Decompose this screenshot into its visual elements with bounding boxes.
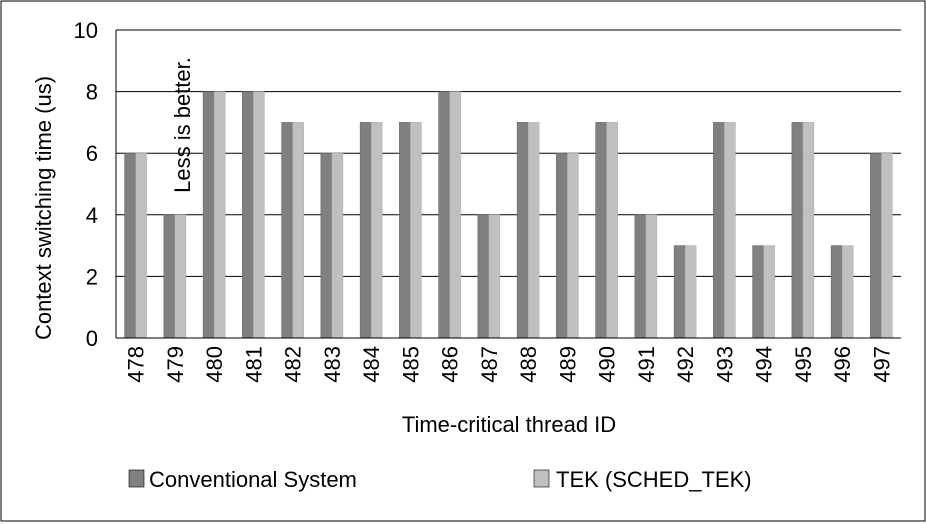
y-tick-label: 0: [86, 326, 98, 351]
x-tick-label: 491: [634, 346, 659, 383]
x-tick-label: 484: [359, 346, 384, 383]
bar-conventional-system-494: [752, 245, 764, 339]
bar-tek-496: [841, 245, 854, 339]
bar-tek-492: [684, 245, 697, 339]
bar-conventional-system-495: [791, 122, 804, 339]
x-tick-label: 483: [320, 346, 345, 383]
bar-conventional-system-482: [281, 122, 293, 339]
bar-conventional-system-480: [202, 91, 215, 339]
legend-swatch-conventional-system: [128, 469, 145, 488]
bar-conventional-system-483: [320, 152, 333, 339]
bar-tek-488: [527, 122, 540, 339]
y-tick-label: 8: [86, 80, 98, 105]
bar-conventional-system-481: [242, 91, 254, 339]
bar-tek-481: [253, 91, 265, 339]
x-tick-label: 480: [202, 346, 227, 383]
bar-conventional-system-478: [124, 152, 136, 339]
x-tick-label: 497: [869, 346, 894, 383]
legend-label-tek: TEK (SCHED_TEK): [556, 467, 752, 492]
x-tick-label: 487: [477, 346, 502, 383]
y-tick-label: 6: [86, 141, 98, 166]
bar-conventional-system-491: [634, 214, 647, 339]
bar-tek-480: [213, 91, 226, 339]
bar-conventional-system-492: [673, 245, 686, 339]
bar-conventional-system-488: [516, 122, 529, 339]
legend-label-conventional-system: Conventional System: [149, 467, 357, 492]
bars: [124, 91, 893, 339]
bar-tek-490: [606, 122, 618, 339]
bar-conventional-system-484: [359, 122, 372, 339]
annotation-less-is-better: Less is better.: [170, 57, 195, 193]
bar-conventional-system-489: [556, 152, 568, 339]
legend: Conventional System TEK (SCHED_TEK): [128, 467, 752, 492]
x-axis-title: Time-critical thread ID: [402, 412, 616, 437]
x-tick-label: 494: [752, 346, 777, 383]
x-tick-label: 496: [830, 346, 855, 383]
y-tick-label: 10: [74, 18, 98, 43]
x-tick-label: 490: [595, 346, 620, 383]
bar-conventional-system-485: [399, 122, 411, 339]
bar-tek-486: [449, 91, 461, 339]
bar-tek-491: [645, 214, 658, 339]
bar-conventional-system-490: [595, 122, 607, 339]
bar-conventional-system-486: [438, 91, 450, 339]
x-tick-labels: 478 479 480 481 482 483 484 485 486 487 488 489 490 4…: [124, 346, 895, 383]
bar-tek-487: [488, 214, 501, 339]
bar-conventional-system-479: [163, 214, 176, 339]
bar-tek-494: [763, 245, 775, 339]
bar-conventional-system-487: [477, 214, 490, 339]
x-tick-label: 488: [516, 346, 541, 383]
y-tick-label: 2: [86, 264, 98, 289]
x-tick-label: 479: [163, 346, 188, 383]
bar-tek-483: [331, 152, 344, 339]
bar-tek-495: [802, 122, 815, 339]
bar-tek-493: [724, 122, 736, 339]
x-tick-label: 489: [555, 346, 580, 383]
x-tick-label: 486: [438, 346, 463, 383]
bar-conventional-system-496: [830, 245, 843, 339]
x-tick-label: 495: [791, 346, 816, 383]
y-axis-title: Context switching time (us): [31, 76, 56, 340]
x-tick-label: 492: [673, 346, 698, 383]
legend-swatch-tek: [533, 469, 550, 488]
x-tick-label: 493: [712, 346, 737, 383]
x-tick-label: 478: [124, 346, 149, 383]
bar-tek-479: [174, 214, 187, 339]
bar-conventional-system-493: [713, 122, 725, 339]
bar-tek-482: [292, 122, 304, 339]
y-tick-label: 4: [86, 203, 98, 228]
x-tick-label: 485: [398, 346, 423, 383]
bar-tek-489: [567, 152, 579, 339]
x-tick-label: 482: [281, 346, 306, 383]
bar-conventional-system-497: [870, 152, 882, 339]
bar-tek-497: [881, 152, 893, 339]
bar-tek-478: [135, 152, 147, 339]
bar-tek-485: [410, 122, 422, 339]
axes: [115, 30, 901, 339]
y-tick-labels: 0 2 4 6 8 10: [74, 18, 98, 351]
bar-tek-484: [370, 122, 383, 339]
x-tick-label: 481: [241, 346, 266, 383]
